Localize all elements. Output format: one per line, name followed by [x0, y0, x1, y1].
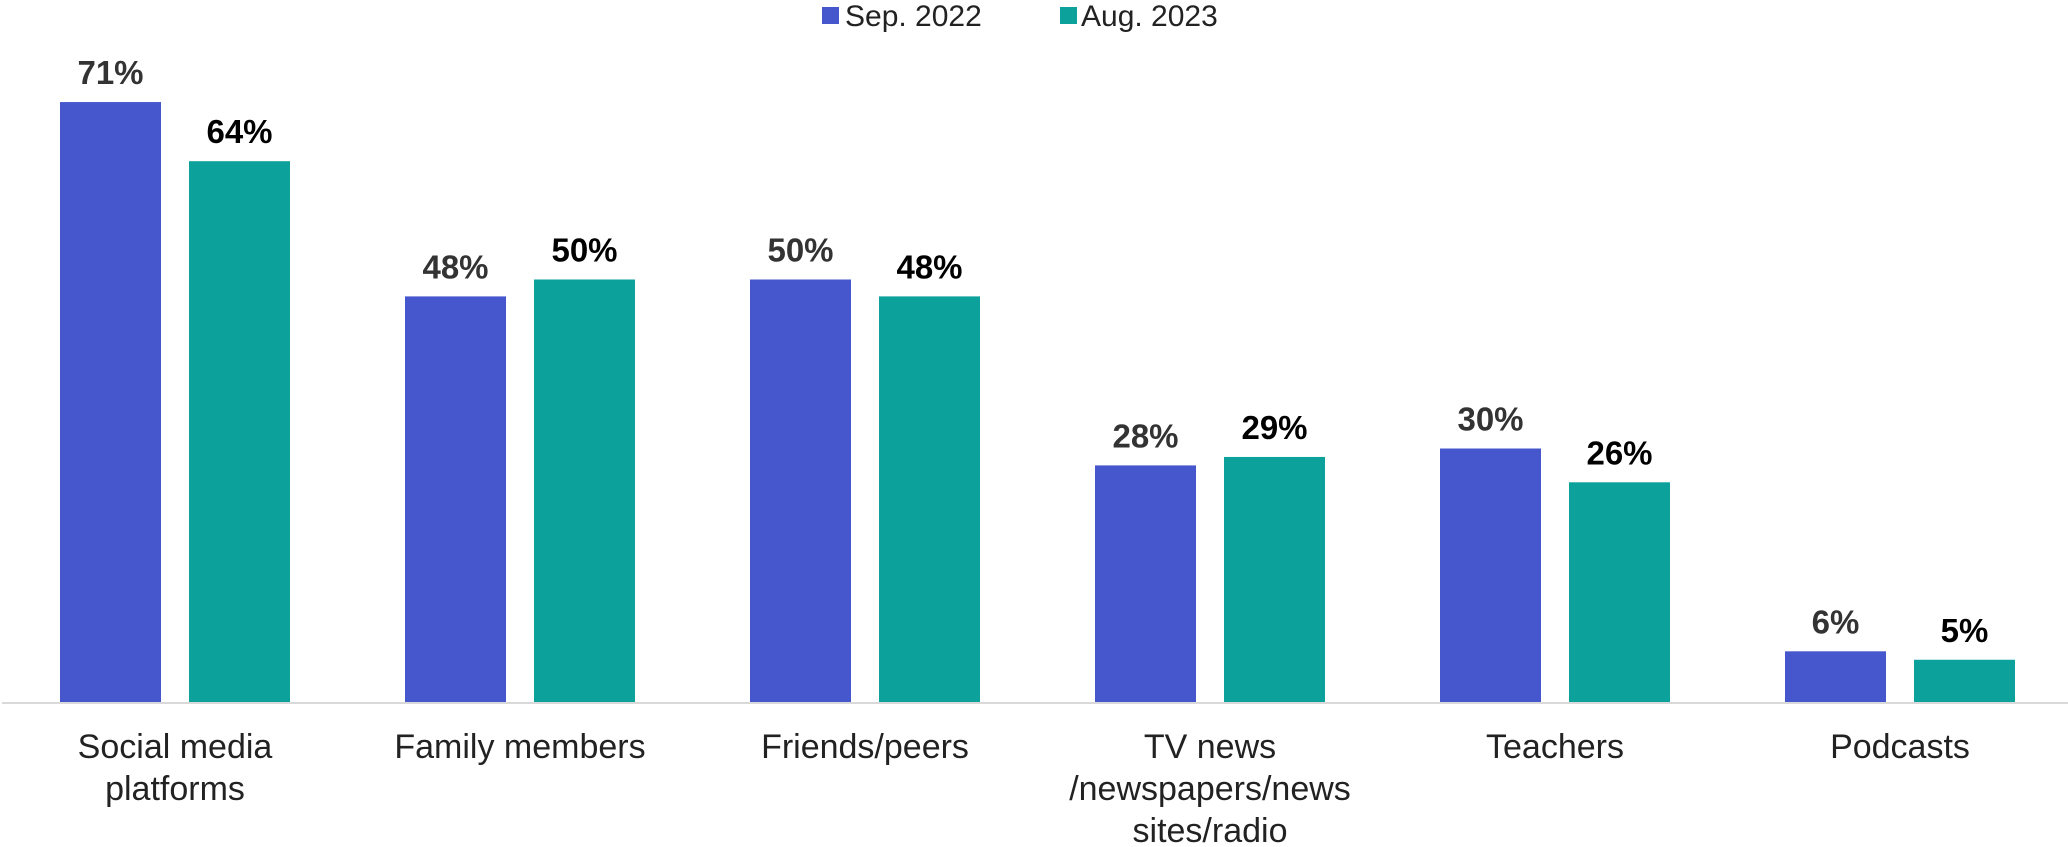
- category-label-line: Podcasts: [1830, 728, 1970, 766]
- bar-4-series-1: [1095, 465, 1196, 702]
- category-label-5: Teachers: [1486, 728, 1624, 766]
- bar-6-series-1: [1785, 651, 1886, 702]
- category-label-line: platforms: [105, 770, 245, 808]
- category-label-1: Social media platforms: [78, 728, 273, 808]
- bar-3-series-2: [879, 296, 980, 702]
- category-label-3: Friends/peers: [761, 728, 969, 766]
- bar-3-series-1: [750, 279, 851, 702]
- bar-1-series-2: [189, 161, 290, 702]
- category-label-line: Teachers: [1486, 728, 1624, 766]
- category-label-line: sites/radio: [1133, 812, 1288, 847]
- value-label-4-series-2: 29%: [1241, 409, 1307, 446]
- value-label-5-series-1: 30%: [1457, 401, 1523, 438]
- bar-2-series-1: [405, 296, 506, 702]
- bar-5-series-2: [1569, 482, 1670, 702]
- category-label-line: Social media: [78, 728, 273, 766]
- value-label-5-series-2: 26%: [1586, 434, 1652, 471]
- bar-2-series-2: [534, 279, 635, 702]
- bar-1-series-1: [60, 102, 161, 703]
- value-label-2-series-1: 48%: [422, 248, 488, 285]
- bar-6-series-2: [1914, 659, 2015, 702]
- category-labels: Social media platforms Family members Frien…: [78, 728, 1970, 847]
- value-labels: 71% 64% 48% 50% 50% 48% 28% 29% 30% 26% 6% 5%: [77, 54, 1988, 649]
- legend-swatch-1: [822, 7, 839, 24]
- value-label-1-series-1: 71%: [77, 54, 143, 91]
- bar-4-series-2: [1224, 456, 1325, 702]
- value-label-1-series-2: 64%: [206, 113, 272, 150]
- category-label-line: Friends/peers: [761, 728, 969, 766]
- value-label-6-series-1: 6%: [1812, 603, 1860, 640]
- category-label-line: TV news: [1144, 728, 1276, 766]
- category-label-6: Podcasts: [1830, 728, 1970, 766]
- category-label-line: Family members: [394, 728, 645, 766]
- legend: Sep. 2022 Aug. 2023: [822, 0, 1218, 33]
- category-label-line: /newspapers/news: [1069, 770, 1351, 808]
- legend-label-1: Sep. 2022: [845, 0, 982, 33]
- legend-swatch-2: [1060, 7, 1077, 24]
- category-label-4: TV news/newspapers/news sites/radio: [1069, 728, 1351, 847]
- category-label-2: Family members: [394, 728, 645, 766]
- legend-label-2: Aug. 2023: [1081, 0, 1218, 33]
- value-label-2-series-2: 50%: [551, 232, 617, 269]
- value-label-3-series-2: 48%: [896, 248, 962, 285]
- value-label-3-series-1: 50%: [767, 232, 833, 269]
- value-label-6-series-2: 5%: [1941, 612, 1989, 649]
- bars: [60, 102, 2015, 703]
- bar-5-series-1: [1440, 448, 1541, 702]
- value-label-4-series-1: 28%: [1112, 417, 1178, 454]
